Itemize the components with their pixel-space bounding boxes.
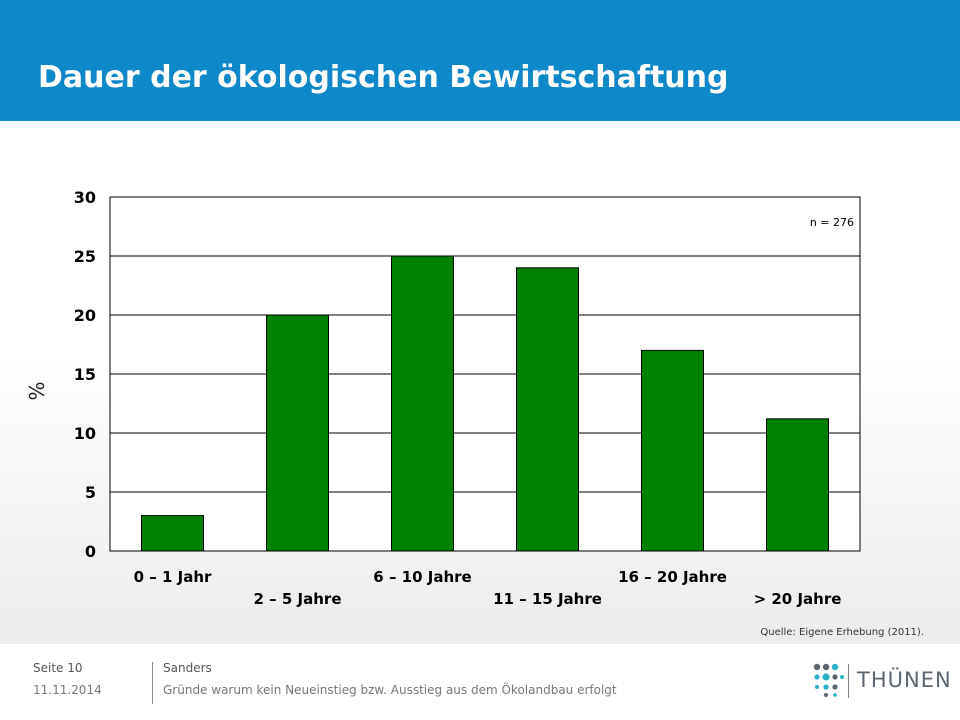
x-tick-label: 6 – 10 Jahre bbox=[373, 568, 471, 586]
x-tick-label: 11 – 15 Jahre bbox=[493, 590, 602, 608]
y-tick-label: 10 bbox=[74, 424, 96, 443]
sample-size-annotation: n = 276 bbox=[810, 216, 854, 229]
x-tick-label: > 20 Jahre bbox=[754, 590, 842, 608]
slide-title: Dauer der ökologischen Bewirtschaftung bbox=[38, 60, 729, 95]
footer-author: Sanders bbox=[163, 661, 212, 675]
y-axis-label: % bbox=[25, 381, 49, 400]
footer-divider bbox=[152, 662, 153, 704]
footer-description: Gründe warum kein Neueinstieg bzw. Ausst… bbox=[163, 683, 617, 697]
x-tick-label: 16 – 20 Jahre bbox=[618, 568, 727, 586]
bar bbox=[641, 349, 704, 552]
y-tick-label: 0 bbox=[85, 542, 96, 561]
thuenen-logo: THÜNEN bbox=[812, 662, 951, 702]
footer-date: 11.11.2014 bbox=[33, 683, 102, 697]
y-tick-label: 15 bbox=[74, 365, 96, 384]
logo-dots-icon bbox=[813, 663, 844, 697]
bar bbox=[391, 255, 454, 552]
bar-chart: 0 5 10 15 20 25 30 0 – 1 Jahr 2 – 5 Jahre 6 – 10 … bbox=[25, 188, 924, 638]
bar bbox=[141, 515, 204, 552]
y-tick-label: 30 bbox=[74, 188, 96, 207]
source-note: Quelle: Eigene Erhebung (2011). bbox=[760, 627, 924, 638]
slide-footer: Seite 10 11.11.2014 Sanders Gründe warum… bbox=[0, 644, 960, 720]
y-tick-label: 5 bbox=[85, 483, 96, 502]
slide-header: Dauer der ökologischen Bewirtschaftung bbox=[0, 0, 960, 121]
y-tick-label: 20 bbox=[74, 306, 96, 325]
bar bbox=[766, 418, 829, 552]
x-tick-label: 0 – 1 Jahr bbox=[134, 568, 212, 586]
logo-divider bbox=[848, 664, 849, 698]
bar bbox=[516, 267, 579, 552]
bar bbox=[266, 314, 329, 552]
page-number: Seite 10 bbox=[33, 661, 83, 675]
x-tick-label: 2 – 5 Jahre bbox=[254, 590, 342, 608]
logo-text: THÜNEN bbox=[857, 668, 952, 692]
y-tick-label: 25 bbox=[74, 247, 96, 266]
slide-content: 0 5 10 15 20 25 30 0 – 1 Jahr 2 – 5 Jahre 6 – 10 … bbox=[0, 121, 960, 644]
